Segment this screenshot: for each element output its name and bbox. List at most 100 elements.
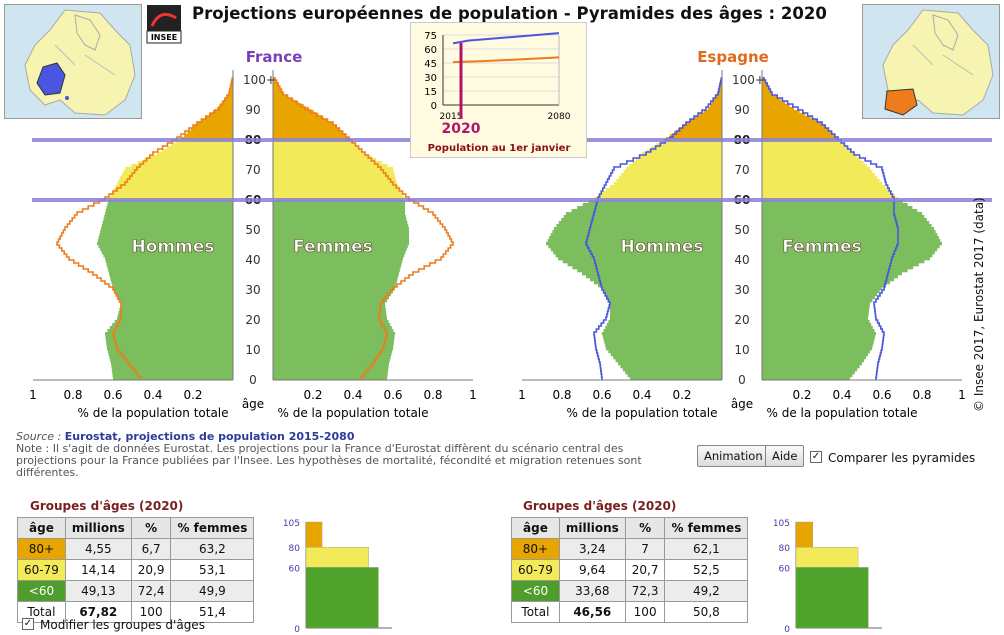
inset-population-chart[interactable]: 0 15 30 45 60 75 2015 2080 2020 Population au 1er… <box>410 22 587 158</box>
france-women-bar <box>273 365 389 369</box>
france-women-bar <box>273 110 314 114</box>
spain-women-bar <box>762 242 942 246</box>
spain-women-bar <box>762 110 800 114</box>
france-men-bar <box>110 194 233 198</box>
france-women-bar <box>273 248 407 252</box>
france-women-bar <box>273 299 387 303</box>
pct-tick-label: 0.4 <box>343 388 362 402</box>
spain-men-bar <box>608 299 722 303</box>
spain-men-bar <box>646 149 722 153</box>
france-men-bar <box>105 338 233 342</box>
highlight-age-line <box>32 198 992 202</box>
france-women-bar <box>273 131 343 135</box>
spain-men-bar <box>606 347 722 351</box>
spain-men-bar <box>566 212 722 216</box>
france-women-bar <box>273 83 279 87</box>
france-men-bar <box>120 176 233 180</box>
france-women-bar <box>273 275 399 279</box>
spain-women-bar <box>762 371 855 375</box>
france-men-bar <box>121 173 233 177</box>
spain-women-bar <box>762 302 870 306</box>
source-value[interactable]: Eurostat, projections de population 2015… <box>64 430 355 443</box>
spain-men-bar <box>610 185 722 189</box>
minimap-spain[interactable] <box>862 4 1000 119</box>
age-tick-label: 50 <box>245 223 260 237</box>
spain-men-bar <box>605 344 722 348</box>
inset-y-tick: 45 <box>424 59 437 70</box>
spain-women-bar <box>762 212 922 216</box>
france-women-bar <box>273 107 309 111</box>
france-men-bar <box>193 125 233 129</box>
spain-women-bar <box>762 128 829 132</box>
spain-women-bar <box>762 179 880 183</box>
france-women-bar <box>273 287 395 291</box>
spain-men-bar <box>605 293 722 297</box>
spain-women-bar <box>762 98 781 102</box>
animation-button[interactable]: Animation <box>697 445 770 467</box>
france-women-bar <box>273 284 396 288</box>
table-cell: 67,82 <box>64 601 132 623</box>
spain-men-bar <box>635 158 722 162</box>
france-men-bar <box>106 344 233 348</box>
france-women-bar <box>273 266 401 270</box>
spain-men-bar <box>720 83 722 87</box>
minimap-france[interactable] <box>4 4 142 119</box>
spain-women-bar <box>762 272 902 276</box>
age-tick-label: 100+ <box>243 73 276 87</box>
france-women-bar <box>273 95 289 99</box>
france-women-bar <box>273 116 324 120</box>
table-cell: 3,24 <box>558 538 626 560</box>
spain-men-bar <box>550 248 722 252</box>
table-cell: 60-79 <box>511 559 560 581</box>
france-women-bar <box>273 263 402 267</box>
france-women-bar <box>273 227 409 231</box>
table-header: % femmes <box>170 517 255 539</box>
france-women-bar <box>273 176 396 180</box>
france-women-bar <box>273 209 405 213</box>
spain-women-bar <box>762 218 927 222</box>
spain-men-bar <box>602 332 722 336</box>
spain-women-bar <box>762 191 892 195</box>
modify-groups-checkbox[interactable]: ✓ <box>22 618 34 630</box>
france-men-bar <box>144 158 233 162</box>
france-men-bar <box>125 167 233 171</box>
table-header: millions <box>558 517 626 539</box>
help-button[interactable]: Aide <box>765 445 805 467</box>
table-cell: <60 <box>511 580 560 602</box>
table-cell: 100 <box>624 601 666 623</box>
table-row: 80+ 3,24 7 62,1 <box>511 538 749 560</box>
men-label: Hommes <box>621 237 704 257</box>
france-women-bar <box>273 293 391 297</box>
france-men-bar <box>112 323 233 327</box>
spain-women-bar <box>762 299 873 303</box>
mini-tick: 105 <box>773 519 790 529</box>
spain-women-bar <box>762 185 886 189</box>
age-tick-label: 50 <box>734 223 749 237</box>
spain-women-bar <box>762 254 933 258</box>
france-women-bar <box>273 242 409 246</box>
spain-women-bar <box>762 332 876 336</box>
france-men-bar <box>104 215 233 219</box>
spain-men-bar <box>567 263 722 267</box>
spain-women-bar <box>762 365 860 369</box>
spain-men-bar <box>629 164 722 168</box>
spain-women-bar <box>762 356 866 360</box>
france-men-bar <box>226 95 233 99</box>
france-women-bar <box>273 119 329 123</box>
spain-women-bar <box>762 281 890 285</box>
spain-men-comparison-line <box>585 77 723 380</box>
france-women-bar <box>273 359 390 363</box>
france-men-bar <box>201 119 233 123</box>
spain-men-bar <box>594 281 722 285</box>
france-men-bar <box>107 329 233 333</box>
age-tick-label: 40 <box>734 253 749 267</box>
spain-men-bar <box>608 320 722 324</box>
france-women-bar <box>273 362 389 366</box>
mini-group-bar <box>795 567 869 629</box>
compare-checkbox[interactable]: ✓ <box>810 451 822 463</box>
france-women-bar <box>273 272 399 276</box>
spain-men-bar <box>577 206 722 210</box>
spain-women-bar <box>762 326 873 330</box>
age-tick-label: 90 <box>734 103 749 117</box>
france-men-bar <box>107 347 233 351</box>
